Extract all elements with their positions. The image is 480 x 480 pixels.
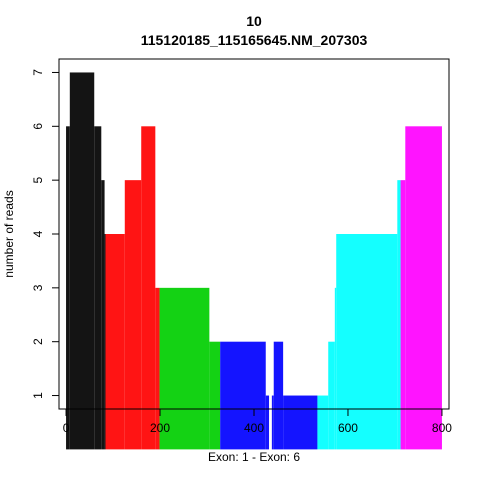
exon-2-segment (124, 180, 142, 450)
exon-6-segment (405, 126, 442, 450)
exon-4-segment (273, 341, 284, 450)
y-tick-label: 2 (31, 338, 45, 345)
exon-6-segment (400, 180, 406, 450)
exon-1-segment (94, 126, 102, 450)
exon-1-segment (69, 72, 95, 450)
x-axis: 0 200 400 600 800 (63, 408, 452, 435)
x-tick-label: 0 (63, 421, 70, 435)
exon-1-segment (104, 234, 106, 450)
x-tick-label: 400 (244, 421, 264, 435)
series-layer (66, 72, 442, 450)
exon-5-segment (334, 287, 337, 450)
y-tick-label: 3 (31, 284, 45, 291)
chart-title-line1: 10 (246, 13, 262, 29)
y-tick-label: 6 (31, 123, 45, 130)
exon-1-segment (66, 126, 70, 450)
y-tick-label: 5 (31, 176, 45, 183)
exon-5-segment (397, 180, 401, 450)
exon-4-segment (271, 395, 274, 450)
y-axis-label: number of reads (2, 190, 16, 277)
x-tick-label: 800 (432, 421, 452, 435)
x-tick-label: 200 (150, 421, 170, 435)
exon-2-segment (155, 287, 160, 450)
x-tick-label: 600 (338, 421, 358, 435)
x-axis-label: Exon: 1 - Exon: 6 (208, 450, 300, 464)
exon-4-segment (283, 395, 318, 450)
exon-5-segment (336, 234, 398, 450)
exon-3-segment (209, 341, 221, 450)
exon-4-segment (220, 341, 266, 450)
exon-5-segment (328, 341, 335, 450)
exon-3-segment (159, 287, 210, 450)
exon-2-segment (105, 234, 125, 450)
y-tick-label: 1 (31, 392, 45, 399)
exon-4-segment (265, 395, 270, 450)
exon-2-segment (141, 126, 156, 450)
y-tick-label: 7 (31, 69, 45, 76)
y-axis: 1 2 3 4 5 6 7 (31, 69, 60, 399)
exon-1-segment (101, 180, 105, 450)
chart-title-line2: 115120185_115165645.NM_207303 (141, 32, 368, 48)
y-tick-label: 4 (31, 230, 45, 237)
exon-5-segment (317, 395, 329, 450)
